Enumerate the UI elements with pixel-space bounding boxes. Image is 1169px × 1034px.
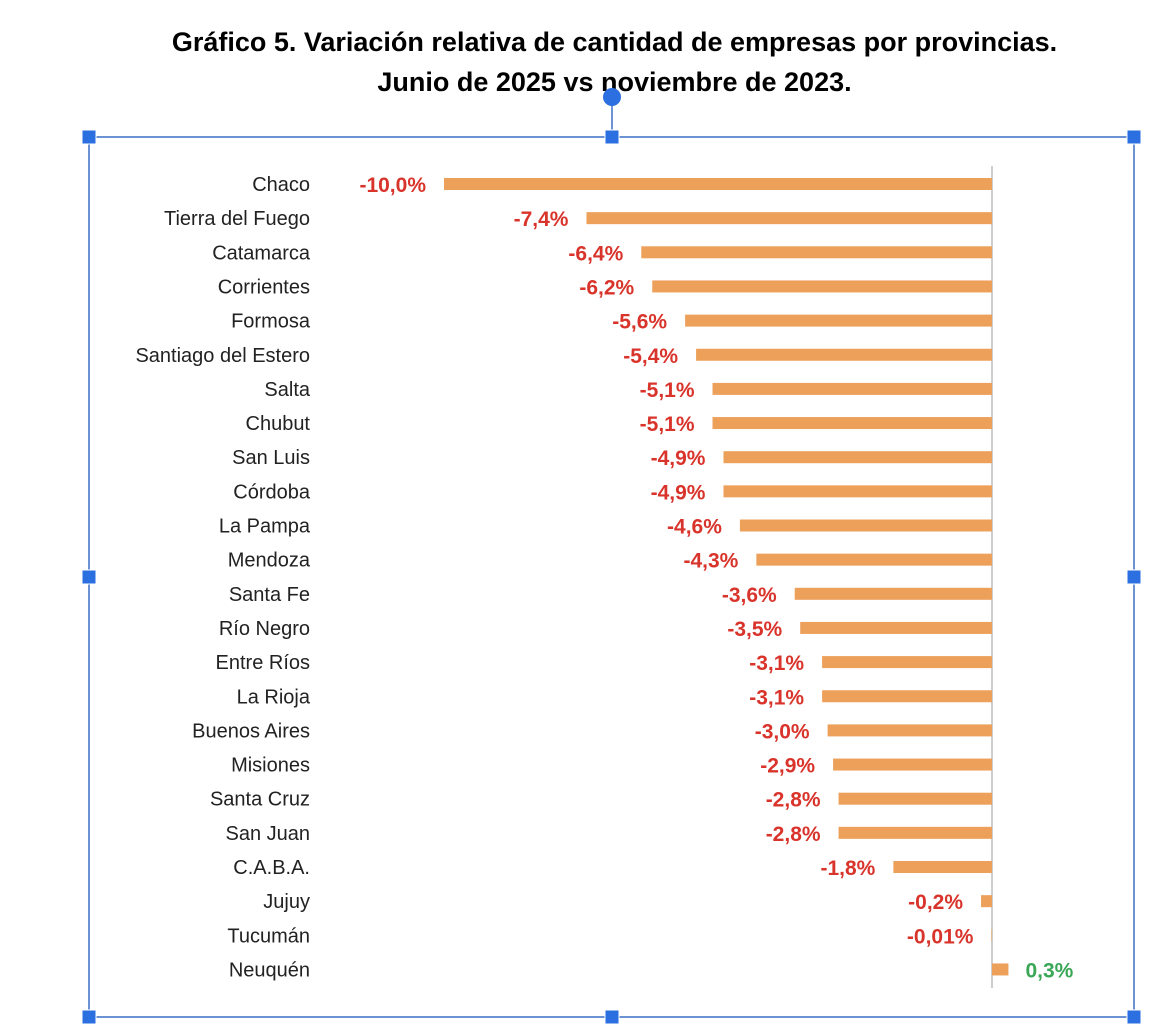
- data-label: -2,9%: [760, 755, 815, 778]
- data-label: -10,0%: [359, 174, 426, 197]
- bar: [756, 553, 992, 566]
- category-label: Corrientes: [218, 276, 310, 298]
- data-label: -5,1%: [640, 379, 695, 402]
- value-labels: -10,0% -7,4% -6,4% -6,2% -5,6% -5,4% -5,1% -5,1…: [359, 174, 1073, 982]
- data-label: -2,8%: [766, 823, 821, 846]
- data-label: -3,1%: [749, 652, 804, 675]
- bar: [712, 417, 992, 430]
- selection-border: [88, 136, 1135, 1018]
- category-label: Buenos Aires: [192, 720, 310, 742]
- selection-frame[interactable]: [81, 88, 1142, 1025]
- bar: [822, 690, 992, 703]
- category-label: La Rioja: [237, 686, 311, 708]
- category-label: La Pampa: [219, 516, 311, 538]
- bar: [833, 758, 992, 771]
- bar: [992, 963, 1009, 976]
- category-label: Santa Fe: [229, 584, 310, 606]
- category-label: Neuquén: [229, 959, 310, 981]
- bar: [822, 656, 992, 669]
- bar: [827, 724, 992, 737]
- bar: [981, 895, 992, 908]
- bar: [794, 587, 992, 600]
- category-label: Catamarca: [212, 242, 311, 264]
- resize-handle-bottom-right[interactable]: [1126, 1009, 1142, 1025]
- resize-handle-left[interactable]: [81, 569, 97, 585]
- category-label: Misiones: [231, 755, 310, 777]
- data-label: 0,3%: [1025, 959, 1073, 982]
- bar: [800, 621, 992, 634]
- bar: [696, 348, 992, 361]
- bar: [444, 178, 992, 190]
- data-label: -3,0%: [755, 720, 810, 743]
- category-label: San Juan: [225, 823, 310, 845]
- resize-handle-top-left[interactable]: [81, 129, 97, 145]
- data-label: -1,8%: [821, 857, 876, 880]
- rotate-handle-icon[interactable]: [603, 88, 621, 106]
- chart-title-block: Gráfico 5. Variación relativa de cantida…: [0, 22, 1169, 102]
- data-label: -6,4%: [568, 242, 623, 265]
- category-label: Jujuy: [263, 891, 310, 913]
- data-label: -4,6%: [667, 516, 722, 539]
- data-label: -5,6%: [612, 311, 667, 334]
- resize-handle-top-right[interactable]: [1126, 129, 1142, 145]
- category-label: Santiago del Estero: [135, 345, 310, 367]
- data-label: -0,2%: [908, 891, 963, 914]
- bar: [723, 485, 992, 498]
- data-label: -3,6%: [722, 584, 777, 607]
- category-label: Río Negro: [219, 618, 310, 640]
- data-label: -5,1%: [640, 413, 695, 436]
- bar: [838, 826, 992, 839]
- resize-handle-bottom-left[interactable]: [81, 1009, 97, 1025]
- data-label: -5,4%: [623, 345, 678, 368]
- bar: [991, 929, 993, 942]
- bar: [685, 314, 992, 327]
- category-label: Tierra del Fuego: [164, 208, 310, 230]
- bar: [838, 792, 992, 805]
- category-label: Chubut: [246, 413, 311, 435]
- resize-handle-top[interactable]: [604, 129, 620, 145]
- data-label: -7,4%: [514, 208, 569, 231]
- bars-group: [444, 178, 1009, 976]
- data-label: -3,1%: [749, 686, 804, 709]
- bar: [893, 861, 992, 873]
- resize-handle-right[interactable]: [1126, 569, 1142, 585]
- category-label: Córdoba: [233, 481, 311, 503]
- category-label: Tucumán: [227, 925, 310, 947]
- category-label: Chaco: [252, 174, 310, 196]
- data-label: -4,9%: [651, 447, 706, 470]
- category-label: Salta: [264, 379, 310, 401]
- bar: [739, 519, 992, 532]
- bar: [712, 382, 992, 395]
- data-label: -6,2%: [579, 276, 634, 299]
- data-label: -2,8%: [766, 789, 821, 812]
- bar: [723, 451, 992, 464]
- category-label: Santa Cruz: [210, 789, 310, 811]
- category-label: Entre Ríos: [216, 652, 310, 674]
- bar: [641, 246, 992, 259]
- category-labels: Chaco Tierra del Fuego Catamarca Corrientes…: [135, 174, 310, 981]
- data-label: -4,9%: [651, 481, 706, 504]
- data-label: -0,01%: [907, 925, 974, 948]
- chart-title: Gráfico 5. Variación relativa de cantida…: [171, 27, 1058, 57]
- category-label: Mendoza: [228, 550, 311, 572]
- bar: [652, 280, 992, 293]
- category-label: San Luis: [232, 447, 310, 469]
- data-label: -3,5%: [727, 618, 782, 641]
- bar: [586, 212, 992, 225]
- category-label: Formosa: [231, 311, 311, 333]
- resize-handle-bottom[interactable]: [604, 1009, 620, 1025]
- data-label: -4,3%: [684, 550, 739, 573]
- category-label: C.A.B.A.: [233, 857, 310, 879]
